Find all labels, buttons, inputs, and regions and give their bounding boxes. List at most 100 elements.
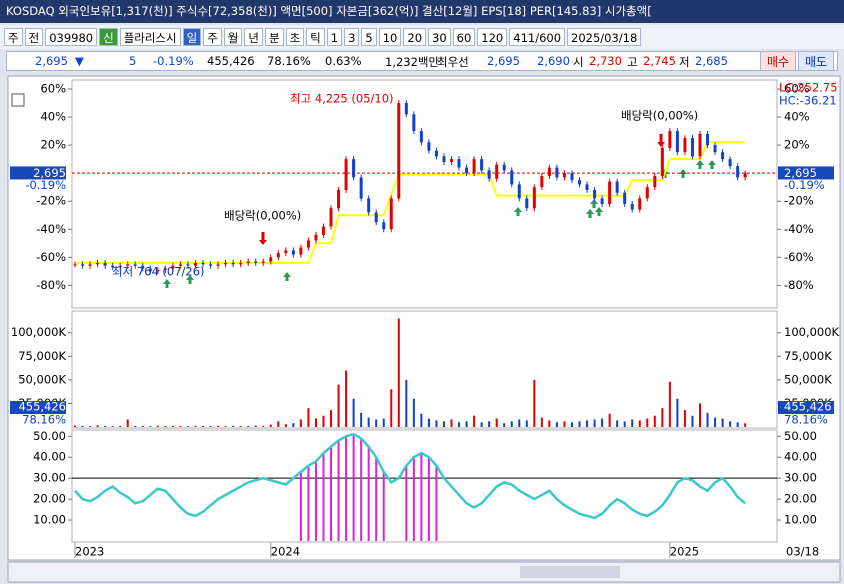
toolbar-button[interactable]: 주 [203,28,222,46]
quote-row: 2,695 ▼ 5 -0.19% 455,426 78.16% 0.63% 1,232백만 최우… [6,51,838,71]
y-tick-label: -20% [36,194,66,208]
volume-bar [269,424,272,427]
quote-item: 1,232백만 [385,55,440,69]
indicator-line [74,432,746,520]
toolbar-button[interactable]: 분 [264,28,284,46]
candle [178,264,182,266]
volume-bar [390,389,393,427]
annotation: 최고 4,225 (05/10) [290,92,394,106]
candle [434,150,438,157]
volume-bar [631,419,634,427]
buy-signal [186,275,194,284]
volume-bar [126,419,129,427]
candle [600,198,604,205]
volume-bar [518,419,521,427]
volume-bar [375,419,378,427]
toolbar-button[interactable]: 30 [428,28,451,46]
volume-bar [450,419,453,427]
buy-button[interactable]: 매수 [760,51,796,71]
scroll-thumb[interactable] [520,566,620,578]
current-volume: 455,426 [784,400,832,414]
current-price: 2,695 [784,166,817,180]
signal-bar [405,465,408,541]
x-tick-label: 2023 [75,545,104,559]
candle [284,250,288,254]
candle [186,264,190,266]
candle [630,204,634,210]
candle [540,175,544,188]
toolbar-button[interactable]: 10 [378,28,402,46]
candle [510,170,514,185]
price-panel [71,79,778,309]
volume-bar [525,420,528,427]
moving-average [75,141,746,264]
quote-item: 2,685 [695,54,728,68]
toolbar-button[interactable]: 20 [403,28,427,46]
signal-bar [427,457,430,541]
toolbar-button[interactable]: 플라리스시 [119,28,181,46]
candle [638,198,642,210]
candle [224,262,228,265]
volume-bar [262,425,265,427]
candle [608,181,612,205]
volume-bar [601,418,604,427]
toolbar: 주 전 039980 신 플라리스시 일 주 월 년 분 초 틱 1 3 5 10 20 30 60 120 411/6… [0,25,844,49]
current-volume: 455,426 [18,400,66,414]
toolbar-button[interactable]: 일 [182,28,202,46]
candle [450,159,453,162]
candle [404,103,408,115]
toolbar-button[interactable]: 60 [452,28,476,46]
buy-signal [283,272,291,281]
toolbar-button[interactable]: 초 [285,28,305,46]
signal-bar [322,453,325,541]
buy-signal [514,207,522,216]
sell-button[interactable]: 매도 [798,51,834,71]
candle [487,170,491,179]
buy-signal [163,279,171,288]
buy-signal [586,209,594,218]
y-tick-label: 20% [40,138,66,152]
toolbar-button[interactable]: 3 [344,28,360,46]
toolbar-button[interactable]: 월 [223,28,243,46]
toolbar-button[interactable]: 년 [244,28,263,46]
volume-bar [284,424,287,427]
toolbar-button[interactable]: 1 [326,28,343,46]
toolbar-button[interactable]: 411/600 [509,28,566,46]
volume-bar [608,413,611,427]
volume-bar [397,318,400,427]
toolbar-button[interactable]: 2025/03/18 [567,28,642,46]
volume-bar [299,419,302,427]
y-tick-label: 75,000K [18,349,66,363]
quote-item: 2,690 [537,54,570,68]
y-tick-label: -80% [36,278,66,292]
toolbar-button[interactable]: 5 [361,28,377,46]
volume-bar [292,423,295,427]
volume-bar [729,421,732,427]
candle [314,234,318,241]
quote-item: 저 [679,55,690,69]
toolbar-button[interactable]: 120 [477,28,508,46]
toolbar-button[interactable]: 신 [99,28,118,46]
candle [397,103,401,199]
volume-bar [74,425,76,427]
volume-bar [111,426,114,427]
toolbar-button[interactable]: 틱 [306,28,325,46]
volume-bar [435,420,438,427]
candle [73,264,77,266]
volume-bar [277,421,280,427]
scroll-bar[interactable] [7,561,841,583]
buy-signal [595,207,603,216]
toolbar-button[interactable]: 039980 [45,28,98,46]
volume-bar [736,422,739,427]
candle [645,187,649,199]
toolbar-button[interactable]: 전 [24,28,44,46]
candle [442,156,446,162]
volume-bar [254,425,257,427]
y-tick-label-right: 40.00 [784,450,817,464]
candle [593,189,597,199]
toolbar-button[interactable]: 주 [4,28,23,46]
candle [743,173,747,178]
candle [118,265,122,268]
volume-bar [555,422,558,427]
panel-icon[interactable] [11,93,25,107]
